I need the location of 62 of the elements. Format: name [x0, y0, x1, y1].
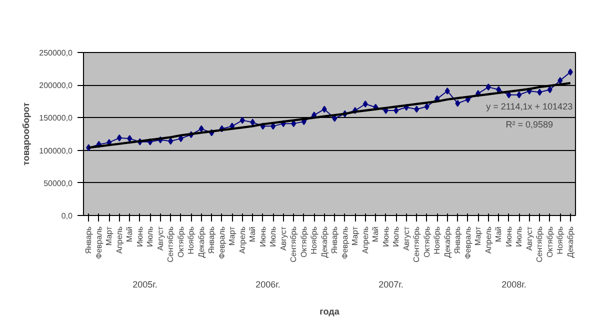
x-tick-label: Август [156, 226, 165, 251]
x-tick-label: Август [278, 226, 288, 251]
annotation: R² = 0,9589 [506, 120, 554, 130]
x-tick-label: Декабрь [442, 226, 452, 258]
text: 2008г. [502, 280, 526, 290]
x-tick-label: Апрель [484, 226, 493, 254]
x-tick-label: Март [104, 226, 114, 246]
y-tick-label: 0,0 [61, 212, 74, 220]
x-tick-label: Июль [268, 226, 278, 247]
x-tick-label: Октябрь [176, 226, 186, 258]
x-tick-label: Март [350, 226, 360, 246]
x-tick-label: Декабрь [320, 226, 329, 258]
x-tick-label: Февраль [340, 226, 350, 260]
x-tick-label: Август [402, 226, 411, 251]
y-tick-label: 150000,0 [39, 114, 74, 123]
annotation: y = 2114,1x + 101423 [486, 101, 573, 112]
x-tick-label: Февраль [463, 226, 472, 260]
x-tick-label: Сентябрь [535, 226, 544, 262]
x-tick-label: Октябрь [422, 226, 432, 258]
x-tick-label: Октябрь [545, 226, 554, 258]
x-tick-label: Сентябрь [166, 226, 176, 262]
y-tick-label: 50000,0 [44, 178, 74, 188]
x-tick-label: Январь [453, 226, 462, 254]
x-tick-label: Май [125, 226, 134, 242]
y-tick-label: 100000,0 [39, 146, 74, 156]
x-tick-label: Июль [146, 226, 155, 247]
x-tick-label: Февраль [94, 226, 104, 260]
x-tick-label: Июнь [504, 226, 514, 247]
y-axis-title: товарооборот [21, 102, 32, 166]
x-tick-label: Февраль [217, 226, 226, 260]
text: 2006г. [256, 280, 280, 290]
x-tick-label: Январь [207, 226, 216, 254]
x-axis-title: года [320, 306, 340, 316]
x-tick-label: Ноябрь [556, 226, 565, 254]
x-tick-label: Ноябрь [310, 226, 319, 254]
x-tick-label: Май [248, 226, 258, 242]
x-tick-label: Сентябрь [289, 226, 298, 262]
x-tick-label: Март [228, 226, 237, 246]
x-tick-label: Июль [392, 226, 401, 247]
x-tick-label: Сентябрь [412, 226, 422, 262]
x-tick-label: Май [494, 226, 504, 242]
x-tick-label: Январь [84, 226, 94, 254]
x-tick-label: Ноябрь [186, 226, 196, 254]
text: 2005г. [132, 280, 158, 290]
x-tick-label: Июнь [135, 226, 144, 247]
x-tick-label: Апрель [114, 226, 124, 254]
x-tick-label: Декабрь [566, 226, 575, 258]
y-tick-label: 250000,0 [39, 48, 74, 58]
x-tick-label: Январь [330, 226, 340, 254]
x-tick-label: Август [524, 226, 534, 251]
text: 2007г. [378, 280, 404, 290]
x-tick-label: Июль [514, 226, 524, 247]
x-tick-label: Май [371, 226, 380, 242]
x-tick-label: Октябрь [299, 226, 308, 258]
y-tick-label: 200000,0 [39, 81, 74, 90]
x-tick-label: Июнь [381, 226, 390, 247]
x-tick-label: Март [474, 226, 483, 246]
x-tick-label: Ноябрь [432, 226, 442, 254]
x-tick-label: Апрель [360, 226, 370, 254]
x-tick-label: Апрель [238, 226, 247, 254]
x-tick-label: Декабрь [196, 226, 206, 258]
x-tick-label: Июнь [258, 226, 268, 247]
